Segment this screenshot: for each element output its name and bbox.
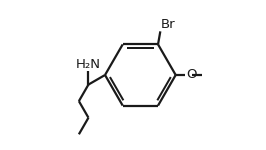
Text: Br: Br bbox=[161, 18, 175, 31]
Text: H₂N: H₂N bbox=[76, 58, 101, 71]
Text: O: O bbox=[186, 69, 196, 81]
